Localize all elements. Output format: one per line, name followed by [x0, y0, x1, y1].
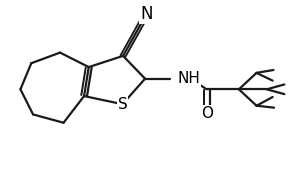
Text: N: N [140, 5, 153, 23]
Text: O: O [201, 106, 213, 121]
Text: NH: NH [177, 71, 200, 86]
Text: S: S [118, 97, 127, 112]
